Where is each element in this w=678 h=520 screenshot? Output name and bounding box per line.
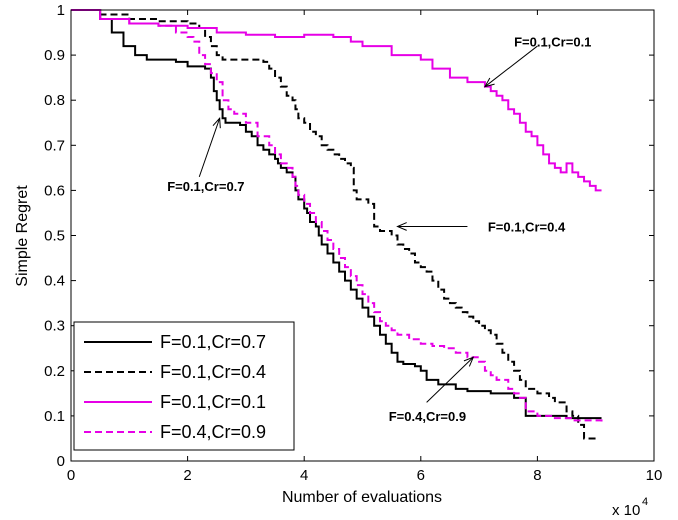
x-multiplier-label: x 10 [612, 502, 640, 519]
annotation-label: F=0.1,Cr=0.4 [488, 219, 566, 234]
legend-label: F=0.1,Cr=0.7 [160, 332, 266, 352]
series-line-4 [71, 9, 603, 425]
y-axis-label: Simple Regret [14, 185, 31, 287]
x-tick-label: 0 [67, 467, 75, 484]
x-tick-label: 8 [533, 467, 541, 484]
annotation-layer: F=0.1,Cr=0.1 F=0.1,Cr=0.7 F=0.1,Cr=0.4 F=0.… [167, 35, 591, 424]
legend: F=0.1,Cr=0.7 F=0.1,Cr=0.4 F=0.1,Cr=0.1 F=0.… [73, 321, 295, 451]
y-tick-label: 1 [57, 2, 65, 19]
legend-label: F=0.1,Cr=0.4 [160, 362, 266, 382]
legend-box [73, 321, 295, 451]
x-tick-label: 10 [646, 467, 663, 484]
x-multiplier-exponent: 4 [642, 496, 648, 508]
annotation-arrow-head [396, 222, 407, 231]
series-line-2 [71, 9, 597, 441]
annotation-label: F=0.4,Cr=0.9 [389, 409, 466, 424]
annotation-arrow-line [426, 356, 474, 403]
tick-layer: 0 2 4 6 8 10 0 0.1 0.2 0.3 0.4 0.5 0.6 0.7 0.8 0.9 1 [44, 2, 662, 484]
annotation-arrow-head [463, 356, 475, 367]
annotation-arrow-line [198, 118, 221, 178]
x-tick-label: 4 [300, 467, 308, 484]
x-axis-label: Number of evaluations [282, 489, 442, 506]
annotation-arrow-line [484, 45, 538, 88]
y-tick-label: 0.1 [44, 408, 65, 425]
annotation-arrow-head [212, 117, 221, 129]
legend-label: F=0.1,Cr=0.1 [160, 392, 266, 412]
series-layer [71, 9, 603, 441]
y-tick-label: 0.2 [44, 363, 65, 380]
y-tick-label: 0 [57, 453, 65, 470]
x-tick-label: 2 [183, 467, 191, 484]
annotation-label: F=0.1,Cr=0.1 [514, 35, 591, 50]
legend-label: F=0.4,Cr=0.9 [160, 422, 266, 442]
series-line-3 [71, 9, 602, 192]
series-line-1 [71, 9, 602, 420]
y-tick-label: 0.7 [44, 137, 65, 154]
annotation-label: F=0.1,Cr=0.7 [167, 179, 244, 194]
y-tick-label: 0.4 [44, 273, 65, 290]
y-tick-label: 0.6 [44, 182, 65, 199]
y-tick-label: 0.8 [44, 92, 65, 109]
y-tick-label: 0.3 [44, 318, 65, 335]
y-tick-label: 0.5 [44, 228, 65, 245]
x-tick-label: 6 [417, 467, 425, 484]
y-tick-label: 0.9 [44, 47, 65, 64]
annotation-arrow-head [483, 77, 495, 88]
